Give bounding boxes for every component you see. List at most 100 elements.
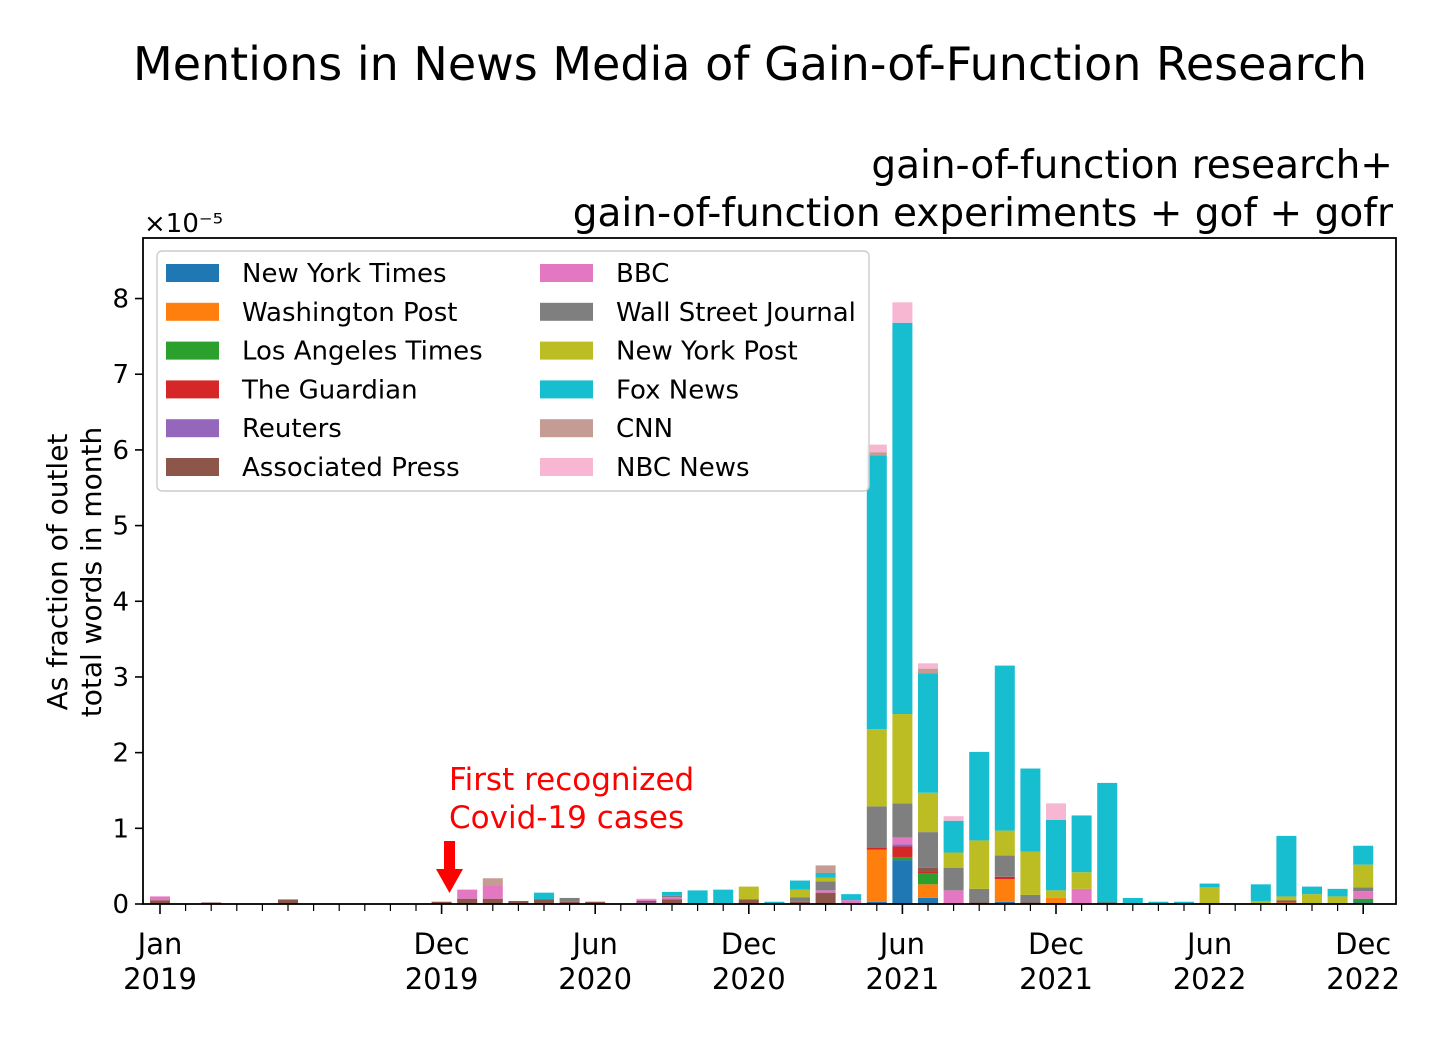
bar-segment <box>1276 896 1297 901</box>
bar-segment <box>764 901 785 904</box>
bar-segment <box>1302 886 1322 895</box>
legend-label: Wall Street Journal <box>616 298 856 328</box>
legend-label: The Guardian <box>241 375 418 405</box>
y-tick-label: 0 <box>112 890 129 920</box>
legend-item: The Guardian <box>166 375 418 405</box>
bar-segment <box>892 860 913 904</box>
bar-segment <box>943 816 964 821</box>
bar-segment <box>994 879 1015 902</box>
bar-segment <box>918 884 938 898</box>
legend-swatch <box>540 458 593 476</box>
bars-layer <box>150 302 1374 904</box>
bar-segment <box>559 897 580 902</box>
bar-segment <box>943 867 964 891</box>
bar-segment <box>815 865 836 873</box>
bar-segment <box>687 890 708 904</box>
bar-segment <box>636 898 657 900</box>
x-tick-label: Jun <box>571 927 618 961</box>
bar-segment <box>918 871 938 874</box>
bar-segment <box>790 889 810 898</box>
bar-segment <box>1353 887 1374 892</box>
bar-segment <box>892 846 913 858</box>
bar-segment <box>943 820 964 853</box>
legend-swatch <box>166 341 219 360</box>
chart-title: Mentions in News Media of Gain-of-Functi… <box>133 37 1367 91</box>
y-tick-label: 4 <box>112 587 129 617</box>
legend-label: New York Post <box>616 337 798 367</box>
legend-item: New York Post <box>540 337 798 367</box>
x-tick-label: 2019 <box>405 962 479 996</box>
bar-segment <box>636 899 657 901</box>
bar-segment <box>790 901 810 904</box>
legend-label: Washington Post <box>242 298 457 328</box>
legend-item: New York Times <box>166 259 447 289</box>
annotation-line-2: Covid-19 cases <box>449 800 684 836</box>
bar-segment <box>943 890 964 904</box>
bar-segment <box>918 673 938 793</box>
chart-subtitle-line-1: gain-of-function research+ <box>871 143 1393 188</box>
bar-segment <box>918 897 938 904</box>
bar-segment <box>892 714 913 804</box>
legend-item: Fox News <box>540 375 739 405</box>
y-tick-label: 3 <box>112 663 129 693</box>
bar-segment <box>994 901 1015 904</box>
bar-segment <box>1046 897 1066 904</box>
bar-segment <box>943 852 964 868</box>
x-tick-label: Jun <box>1185 927 1232 961</box>
y-tick-label: 2 <box>112 739 129 769</box>
bar-segment <box>1276 835 1297 897</box>
bar-segment <box>1353 845 1374 865</box>
bar-segment <box>994 665 1015 831</box>
x-tick-label: 2021 <box>865 962 939 996</box>
bar-segment <box>841 894 862 901</box>
bar-segment <box>1276 900 1297 903</box>
bar-segment <box>918 873 938 885</box>
bar-segment <box>482 878 503 886</box>
bar-segment <box>1353 891 1374 899</box>
bar-segment <box>1148 901 1169 904</box>
bar-segment <box>662 897 682 900</box>
y-tick-label: 5 <box>112 512 129 542</box>
y-axis: 0 1 2 3 4 5 6 7 8 <box>112 285 143 920</box>
x-tick-label: Dec <box>721 927 777 961</box>
bar-segment <box>636 900 657 903</box>
bar-segment <box>1302 894 1322 904</box>
legend-label: New York Times <box>242 259 447 289</box>
bar-segment <box>866 849 887 902</box>
bar-segment <box>866 455 887 730</box>
bar-segment <box>918 668 938 674</box>
y-offset-text: ×10⁻⁵ <box>144 209 223 239</box>
bar-segment <box>738 899 759 904</box>
bar-segment <box>790 897 810 902</box>
legend-label: NBC News <box>616 453 750 483</box>
y-axis-label-line-1: As fraction of outlet <box>41 434 74 711</box>
x-tick-label: 2019 <box>123 962 197 996</box>
bar-segment <box>662 895 682 898</box>
bar-segment <box>892 857 913 861</box>
bar-segment <box>1071 872 1092 889</box>
legend-item: NBC News <box>540 453 750 483</box>
bar-segment <box>994 876 1015 880</box>
bar-segment <box>815 881 836 891</box>
bar-segment <box>815 872 836 878</box>
legend-swatch <box>540 341 593 360</box>
bar-segment <box>1020 851 1041 895</box>
bar-segment <box>482 885 503 899</box>
legend-item: Reuters <box>166 414 342 444</box>
bar-segment <box>1046 890 1066 898</box>
bar-segment <box>1353 898 1374 903</box>
legend-swatch <box>166 419 219 438</box>
legend-item: BBC <box>540 259 669 289</box>
bar-segment <box>892 803 913 838</box>
bar-segment <box>892 837 913 845</box>
x-tick-label: Jan <box>136 927 183 961</box>
bar-segment <box>278 899 298 904</box>
bar-segment <box>866 444 887 453</box>
x-tick-label: 2021 <box>1019 962 1093 996</box>
x-tick-label: Dec <box>1335 927 1391 961</box>
bar-segment <box>866 806 887 848</box>
bar-segment <box>892 322 913 715</box>
bar-segment <box>559 901 580 904</box>
legend-swatch <box>540 264 593 282</box>
